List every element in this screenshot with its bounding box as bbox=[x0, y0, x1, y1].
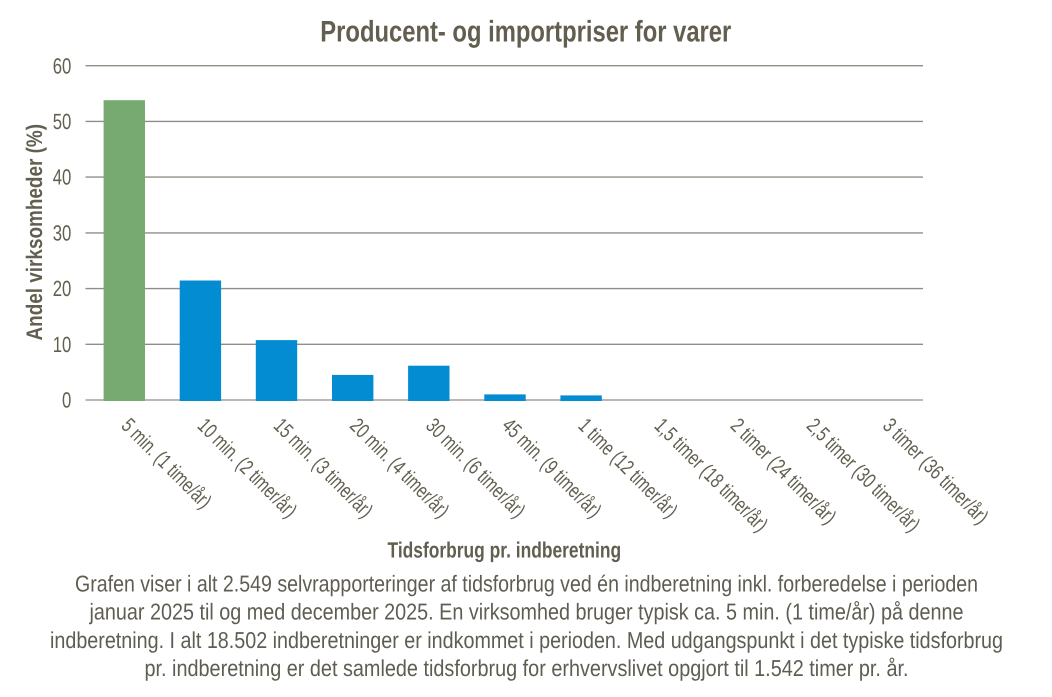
svg-text:40: 40 bbox=[53, 165, 72, 190]
svg-text:pr. indberetning er det samled: pr. indberetning er det samlede tidsforb… bbox=[145, 655, 909, 681]
svg-text:30: 30 bbox=[53, 221, 72, 246]
svg-text:20: 20 bbox=[53, 276, 72, 301]
svg-text:50: 50 bbox=[53, 109, 72, 134]
svg-text:Andel virksomheder (%): Andel virksomheder (%) bbox=[22, 124, 47, 341]
svg-text:0: 0 bbox=[62, 388, 71, 413]
svg-text:Tidsforbrug pr. indberetning: Tidsforbrug pr. indberetning bbox=[388, 538, 622, 563]
svg-text:10: 10 bbox=[53, 332, 72, 357]
svg-text:januar 2025 til og med decembe: januar 2025 til og med december 2025. En… bbox=[89, 599, 964, 625]
svg-text:Producent- og importpriser for: Producent- og importpriser for varer bbox=[320, 16, 731, 49]
svg-text:Grafen viser i alt 2.549 selvr: Grafen viser i alt 2.549 selvrapporterin… bbox=[75, 571, 978, 597]
svg-text:60: 60 bbox=[53, 53, 72, 78]
svg-text:indberetning. I alt 18.502 ind: indberetning. I alt 18.502 indberetninge… bbox=[50, 627, 1003, 653]
